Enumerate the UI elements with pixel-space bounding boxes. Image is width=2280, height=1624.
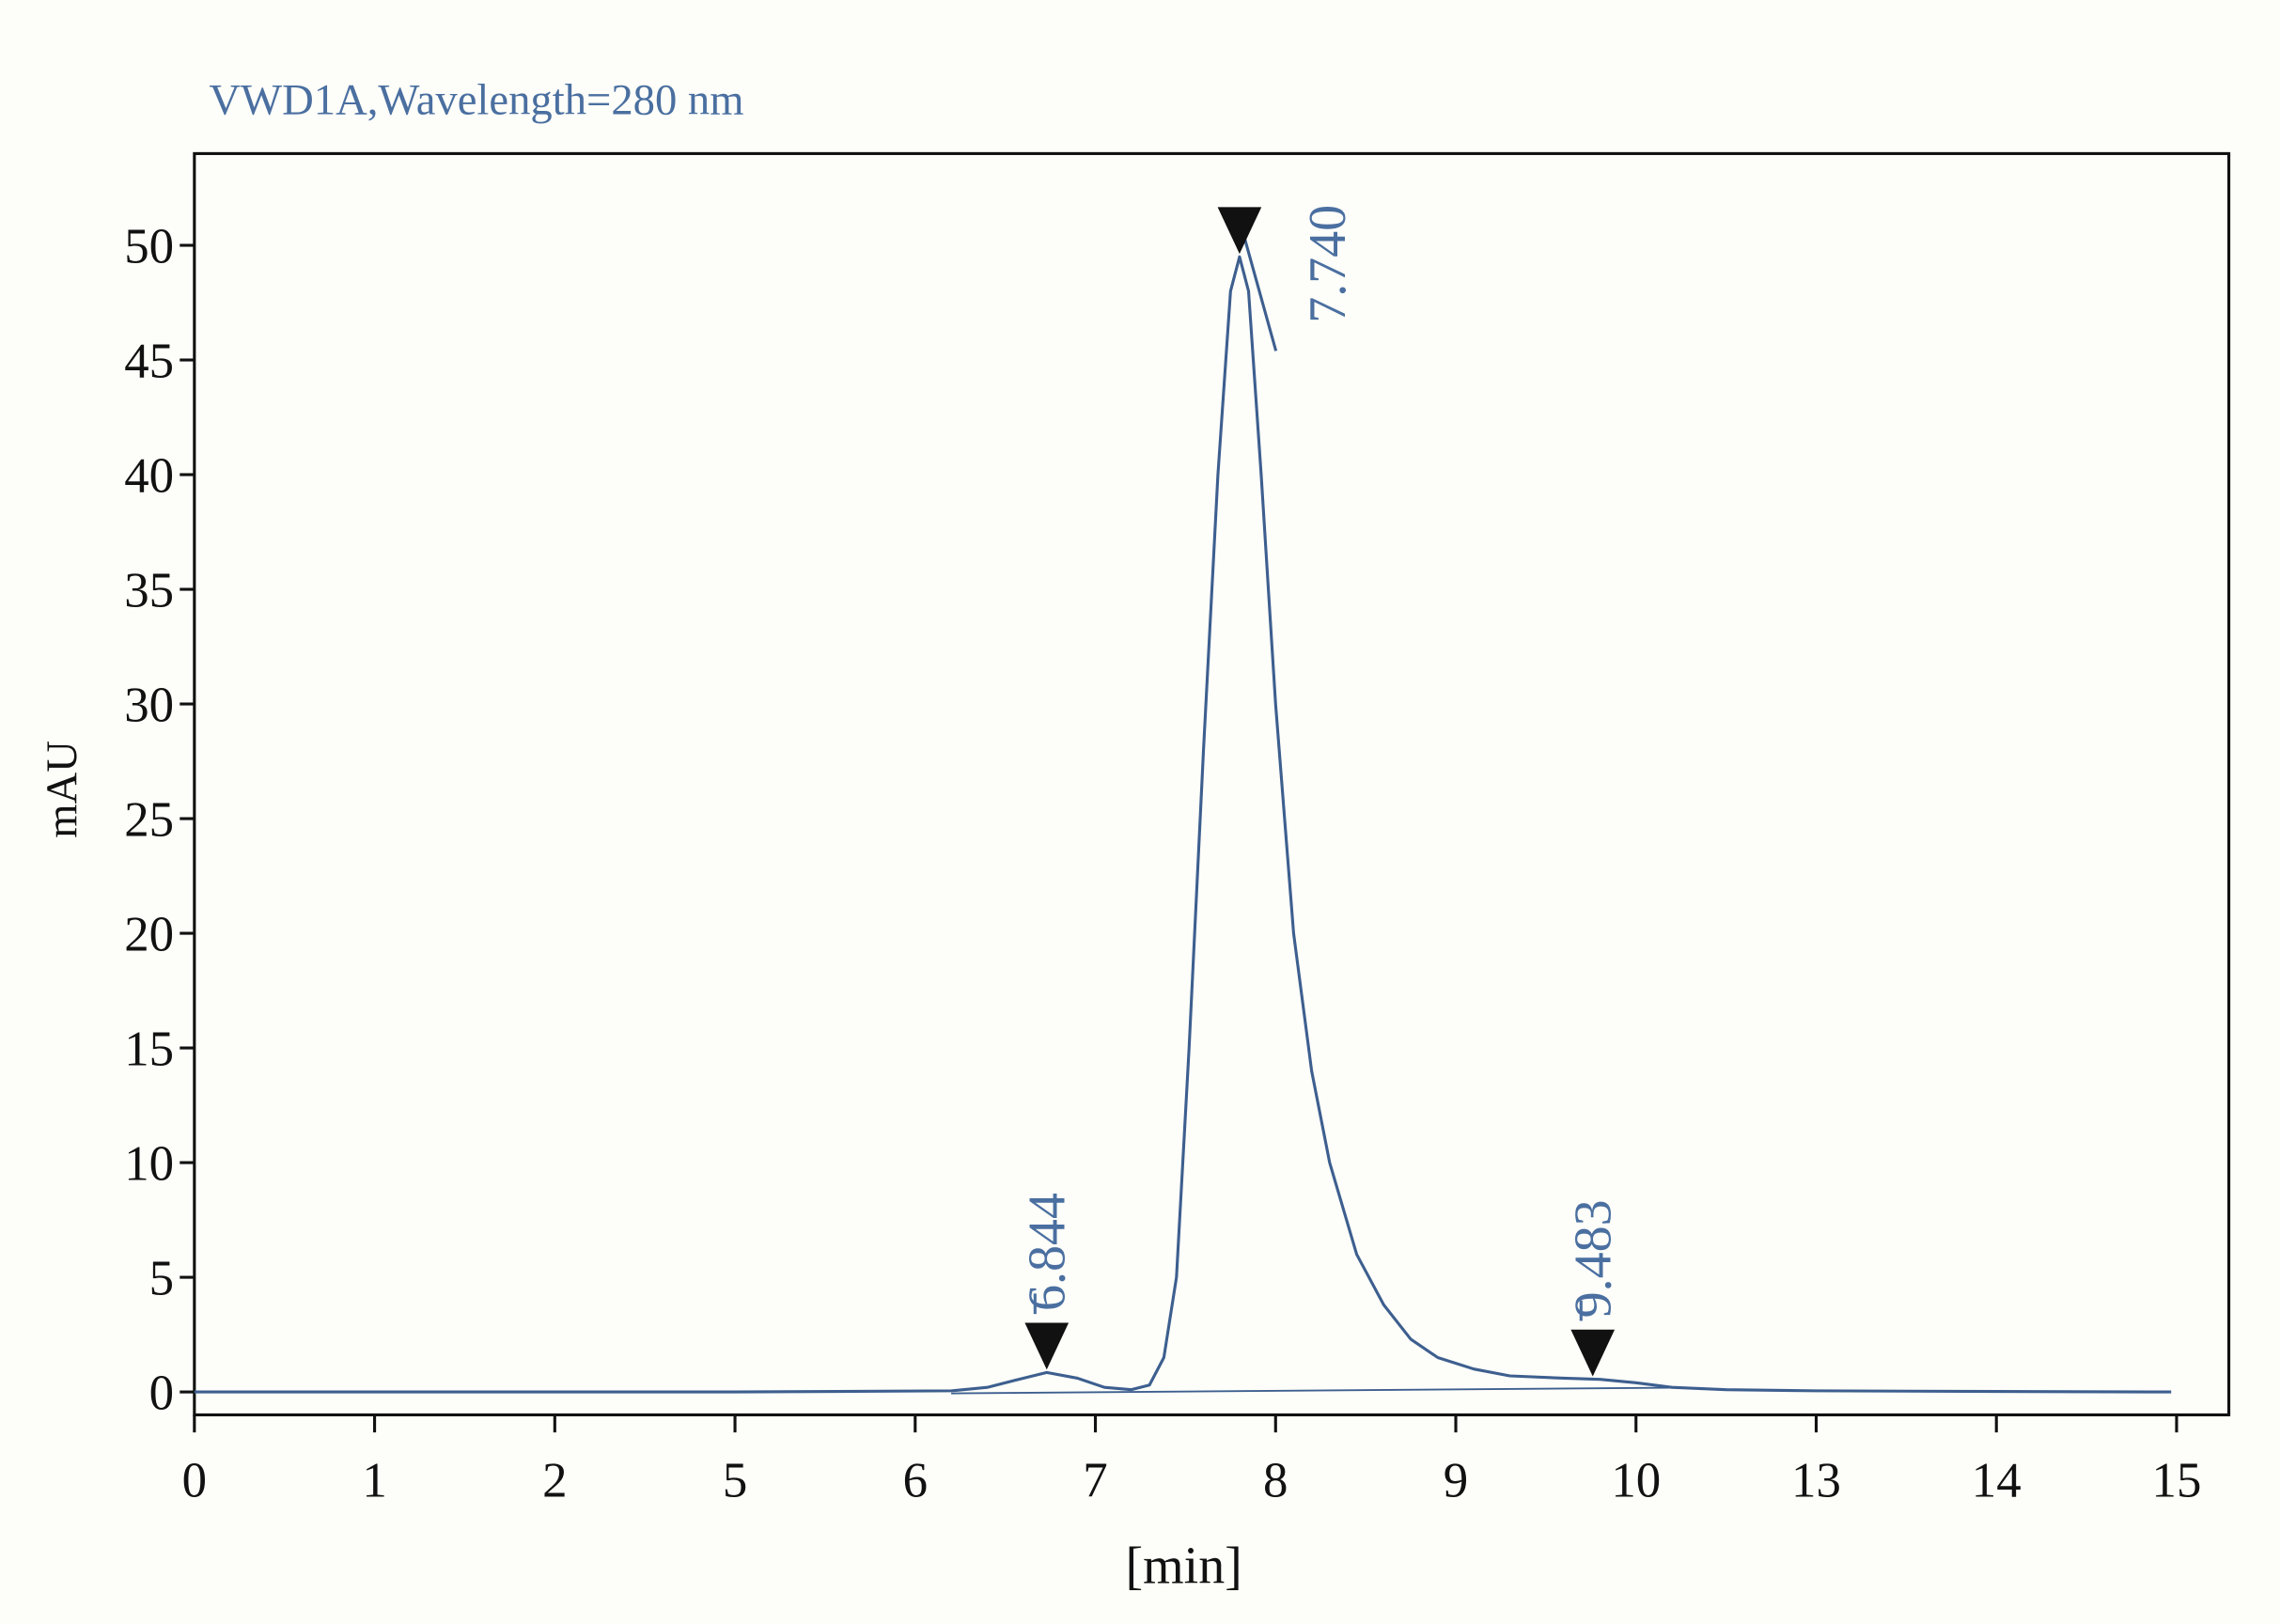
peak-label: 6.844: [1018, 1193, 1076, 1311]
y-tick-label: 10: [124, 1137, 174, 1192]
y-tick-label: 35: [124, 564, 174, 618]
peak-marker: [1024, 1322, 1070, 1370]
x-tick-label: 8: [1263, 1454, 1288, 1508]
y-tick-label: 0: [149, 1366, 174, 1421]
peak-label: 7.740: [1299, 205, 1357, 323]
x-tick-label: 5: [723, 1454, 747, 1508]
y-tick-label: 30: [124, 679, 174, 733]
x-tick-label: 10: [1611, 1454, 1661, 1508]
y-tick-label: 25: [124, 793, 174, 848]
peak-marker: [1217, 207, 1262, 255]
x-tick-label: 7: [1083, 1454, 1107, 1508]
x-tick-label: 9: [1444, 1454, 1468, 1508]
y-tick-label: 40: [124, 449, 174, 504]
peak-label: 9.483: [1564, 1199, 1622, 1318]
y-tick-label: 5: [149, 1252, 174, 1306]
y-tick-label: 15: [124, 1023, 174, 1077]
y-tick-label: 20: [124, 908, 174, 962]
chromatogram-line: [194, 255, 2172, 1394]
peak-tangent: [1238, 218, 1278, 351]
integration-baseline: [951, 1386, 1691, 1395]
chart-title: VWD1A,Wavelength=280 nm: [209, 75, 743, 124]
x-tick-label: 14: [1972, 1454, 2022, 1508]
peak-marker: [1570, 1329, 1616, 1377]
x-tick-label: 0: [182, 1454, 207, 1508]
x-tick-label: 1: [362, 1454, 386, 1508]
x-tick-label: 6: [903, 1454, 928, 1508]
plot-frame: [193, 151, 2231, 1417]
x-tick-label: 2: [542, 1454, 567, 1508]
x-axis-label: [min]: [1125, 1537, 1242, 1595]
y-tick-label: 45: [124, 335, 174, 389]
y-tick-label: 50: [124, 220, 174, 274]
y-axis-label: mAU: [38, 741, 86, 838]
x-tick-label: 13: [1791, 1454, 1841, 1508]
x-tick-label: 15: [2152, 1454, 2202, 1508]
